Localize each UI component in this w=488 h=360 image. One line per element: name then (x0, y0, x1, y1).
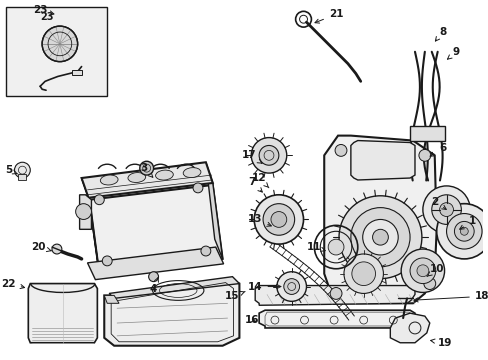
Circle shape (418, 149, 430, 161)
Polygon shape (104, 296, 119, 303)
Circle shape (409, 258, 435, 284)
Text: 5: 5 (5, 165, 18, 175)
Text: 10: 10 (426, 264, 443, 276)
Polygon shape (205, 162, 222, 259)
Circle shape (270, 212, 286, 228)
Polygon shape (89, 185, 222, 274)
Circle shape (94, 195, 104, 205)
Polygon shape (255, 285, 414, 305)
Circle shape (140, 161, 153, 175)
Circle shape (193, 183, 203, 193)
Polygon shape (19, 174, 26, 180)
Polygon shape (104, 279, 239, 346)
Circle shape (436, 204, 488, 259)
Circle shape (102, 256, 112, 266)
Text: 1: 1 (459, 216, 475, 229)
Ellipse shape (155, 170, 173, 180)
Polygon shape (109, 277, 239, 298)
Text: 17: 17 (242, 150, 262, 163)
Text: 20: 20 (31, 242, 51, 252)
Circle shape (350, 208, 409, 267)
Polygon shape (409, 126, 444, 140)
Polygon shape (81, 162, 212, 198)
Text: 6: 6 (429, 143, 446, 156)
Text: 13: 13 (247, 215, 271, 226)
Polygon shape (389, 313, 429, 343)
Ellipse shape (183, 168, 201, 177)
Text: 9: 9 (447, 47, 459, 59)
Circle shape (254, 195, 303, 244)
Ellipse shape (100, 175, 118, 185)
Circle shape (201, 246, 210, 256)
Text: 18: 18 (413, 291, 488, 302)
Text: 14: 14 (247, 282, 280, 292)
Circle shape (351, 262, 375, 285)
Circle shape (459, 228, 468, 235)
Polygon shape (81, 178, 99, 274)
Circle shape (343, 254, 383, 293)
Text: 23: 23 (40, 12, 54, 22)
Polygon shape (72, 69, 81, 76)
Circle shape (251, 138, 286, 173)
Circle shape (423, 278, 435, 289)
Polygon shape (350, 140, 414, 180)
Text: 8: 8 (434, 27, 446, 41)
Text: 19: 19 (430, 338, 451, 348)
Text: 21: 21 (314, 9, 343, 23)
Circle shape (439, 203, 452, 216)
Text: 2: 2 (430, 197, 446, 210)
Circle shape (416, 265, 428, 277)
Polygon shape (87, 247, 223, 280)
Circle shape (259, 145, 278, 165)
Circle shape (338, 196, 421, 279)
Text: 4: 4 (150, 278, 158, 293)
Circle shape (431, 195, 460, 224)
Circle shape (42, 26, 78, 62)
Circle shape (283, 279, 299, 294)
Polygon shape (324, 136, 436, 303)
Text: 11: 11 (306, 242, 325, 252)
Polygon shape (28, 284, 97, 343)
Circle shape (15, 162, 30, 178)
Ellipse shape (128, 172, 145, 183)
Text: 22: 22 (1, 279, 24, 289)
Polygon shape (6, 7, 107, 96)
Circle shape (400, 249, 444, 292)
Circle shape (334, 144, 346, 156)
Text: 15: 15 (225, 291, 244, 301)
Circle shape (372, 229, 387, 245)
Circle shape (327, 239, 343, 255)
Circle shape (76, 204, 91, 220)
Circle shape (446, 213, 481, 249)
Circle shape (329, 288, 341, 300)
Text: 3: 3 (140, 163, 153, 177)
Circle shape (52, 244, 61, 254)
Circle shape (362, 220, 397, 255)
Polygon shape (80, 195, 91, 229)
Circle shape (148, 272, 158, 282)
Polygon shape (259, 310, 414, 328)
Circle shape (453, 221, 473, 241)
Text: 23: 23 (33, 5, 54, 15)
Text: 16: 16 (244, 315, 259, 325)
Circle shape (422, 186, 469, 233)
Text: 7: 7 (248, 177, 262, 192)
Circle shape (263, 204, 294, 235)
Circle shape (276, 272, 306, 301)
Text: 12: 12 (251, 173, 268, 188)
